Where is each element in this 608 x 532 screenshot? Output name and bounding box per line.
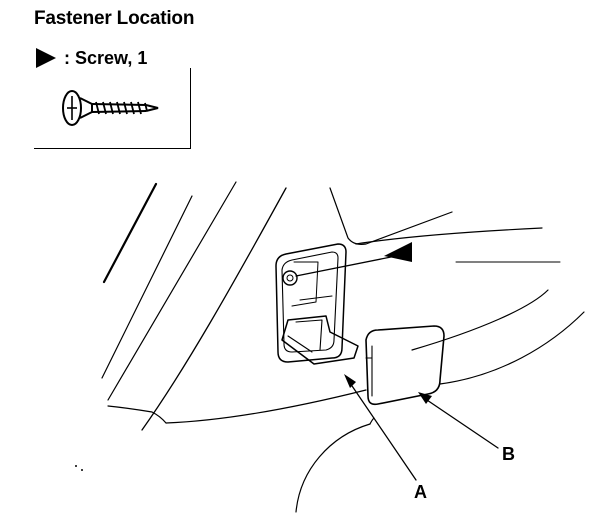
wheel-arch	[295, 423, 371, 513]
fastener-legend: : Screw, 1	[34, 47, 147, 69]
arrowhead-a	[344, 374, 356, 388]
page-title: Fastener Location	[34, 8, 195, 29]
bumper-lower-edge	[107, 405, 167, 424]
wheel-arch	[369, 417, 375, 425]
callout-label-a: A	[414, 482, 427, 502]
body-contour-line	[101, 195, 193, 379]
legend-label: : Screw, 1	[64, 47, 148, 68]
body-contour-line	[102, 182, 158, 284]
screw-boss	[282, 270, 298, 286]
hook-recess-frame	[275, 243, 347, 363]
callout-label-b: B	[502, 444, 515, 464]
tailgate-edge	[355, 227, 543, 245]
cover-b	[365, 325, 445, 406]
screw-icon	[62, 90, 159, 126]
screw-marker-triangle	[384, 242, 412, 262]
filled-triangle-icon	[36, 48, 56, 68]
bumper-lower-edge	[439, 311, 585, 385]
tow-hook	[281, 315, 359, 365]
screw-leader-line	[295, 253, 407, 277]
bumper-top-edge	[411, 289, 549, 351]
leader-line-a	[347, 379, 417, 481]
bumper-lower-edge	[165, 389, 367, 424]
screw-illustration-box	[34, 68, 191, 149]
body-contour-line	[107, 181, 237, 401]
tailgate-edge	[329, 187, 453, 245]
body-contour-line	[141, 187, 287, 431]
hook-recess-inner	[281, 251, 339, 353]
arrowhead-b	[418, 392, 432, 404]
leader-line-b	[423, 397, 499, 449]
